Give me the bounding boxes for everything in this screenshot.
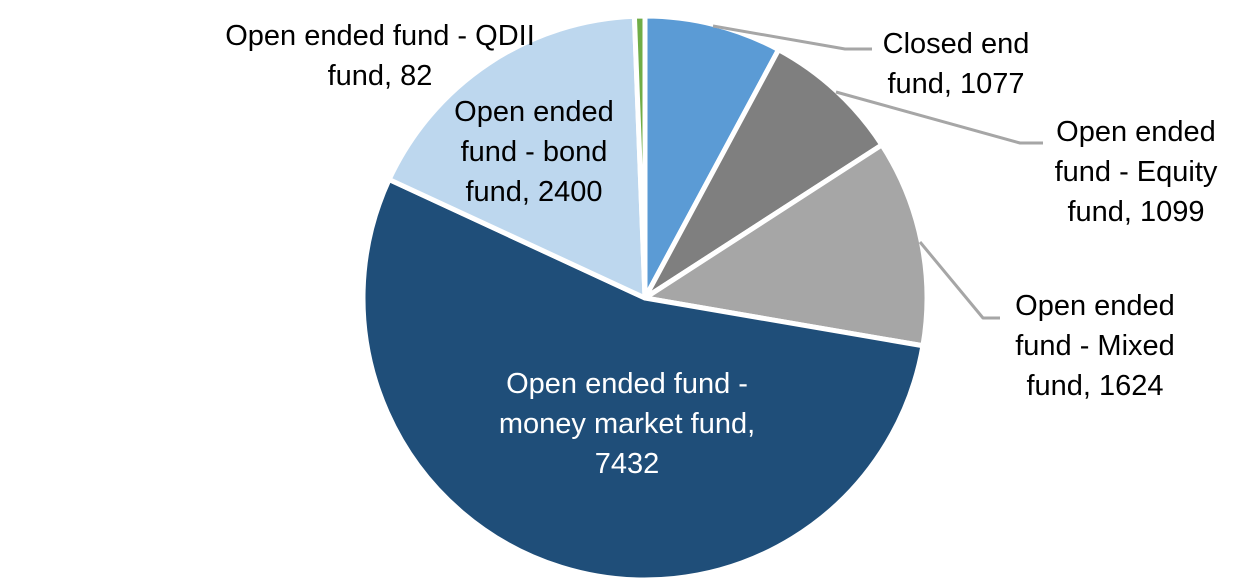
leader-line bbox=[835, 90, 1043, 145]
pie-slice-2 bbox=[642, 47, 885, 301]
pie-slice-1 bbox=[642, 13, 782, 301]
pie-slice-5 bbox=[386, 13, 648, 301]
pie-slice-4 bbox=[360, 177, 926, 583]
leader-line bbox=[712, 24, 872, 51]
leader-line bbox=[918, 241, 1000, 320]
pie-slice-6 bbox=[631, 13, 648, 301]
